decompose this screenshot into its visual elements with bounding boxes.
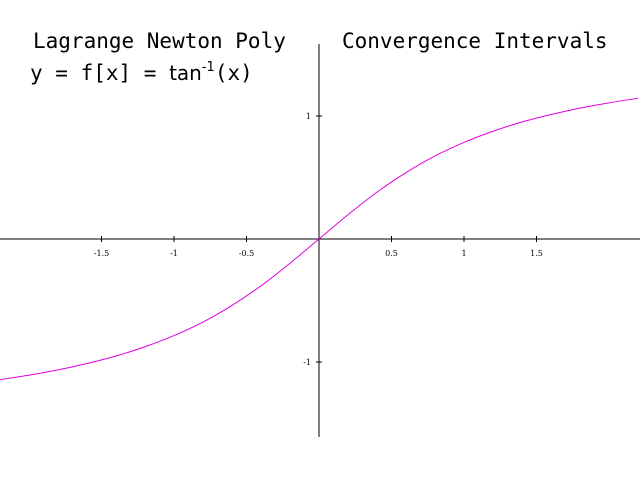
function-argument: (x) (214, 61, 253, 85)
x-tick-label: 0.5 (385, 249, 398, 258)
series-line (0, 97, 639, 381)
x-tick-label: -1.5 (94, 249, 109, 258)
x-tick-label: -1 (170, 249, 178, 258)
function-exponent: -1 (201, 60, 215, 75)
y-tick-label: 1 (306, 112, 311, 121)
chart-title-right: Convergence Intervals (342, 29, 608, 53)
y-tick-label: -1 (303, 358, 311, 367)
chart-title-left: Lagrange Newton Poly (33, 29, 286, 53)
equation-label: y = f[x] = tan-1(x) (30, 61, 253, 85)
function-expression: tan-1(x) (169, 61, 253, 85)
x-tick-label: 1 (461, 249, 466, 258)
x-tick-label: 1.5 (530, 249, 543, 258)
x-tick-label: -0.5 (239, 249, 254, 258)
equation-prefix: y = f[x] = (30, 61, 170, 85)
function-name: tan (169, 61, 202, 85)
